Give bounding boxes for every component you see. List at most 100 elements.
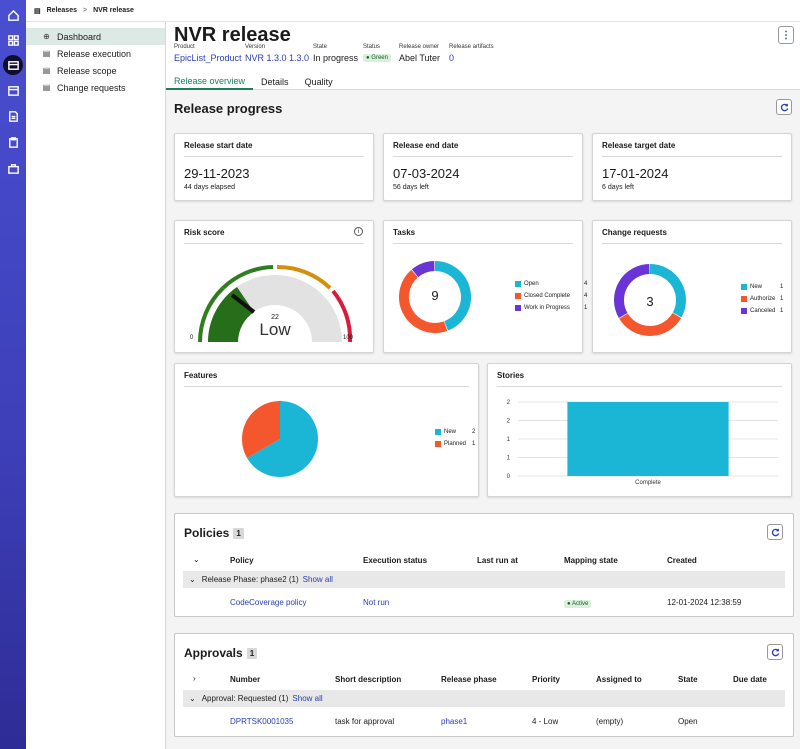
risk-score-card: Risk score i 22 Low 0 100 [174,220,374,353]
col-execution-status[interactable]: Execution status [363,556,428,565]
col-priority[interactable]: Priority [532,675,561,684]
policies-refresh-button[interactable] [767,524,783,540]
approvals-section: Approvals 1 › Number Short description Re… [174,633,794,737]
approval-phase-link[interactable]: phase1 [441,717,468,726]
releases-crumb-icon: ▤ [34,7,41,15]
col-created[interactable]: Created [667,556,697,565]
col-release-phase[interactable]: Release phase [441,675,497,684]
y-tick-label: 1 [507,456,511,462]
refresh-button[interactable] [776,99,792,115]
meta-label: State [313,44,328,50]
target-date-card: Release target date 17-01-2024 6 days le… [592,133,792,201]
legend-count: 1 [584,305,588,311]
legend-count: 4 [584,293,588,299]
features-legend: New 2 Planned 1 [435,426,475,450]
tab-quality[interactable]: Quality [304,77,333,87]
col-number[interactable]: Number [230,675,261,684]
y-tick-label: 0 [507,474,511,480]
legend-count: 4 [584,281,588,287]
expand-all-icon[interactable]: ⌄ [193,555,200,564]
legend-swatch [741,296,747,302]
sidenav-item-dashboard[interactable]: ⊕ Dashboard [26,28,165,45]
stories-card: Stories 0 1 1 2 2 Complete [487,363,792,497]
section-title: Approvals 1 [184,646,258,660]
card-title: Features [184,371,218,380]
more-actions-button[interactable]: ⋮ [778,26,794,44]
home-icon[interactable] [4,6,22,24]
info-icon[interactable]: i [354,227,363,236]
meta-value[interactable]: EpicList_Product [174,53,242,63]
legend-count: 1 [780,296,784,302]
new-slice[interactable] [649,264,686,318]
card-title: Release target date [602,141,676,150]
calendar-icon[interactable] [4,81,22,99]
planned-slice[interactable] [242,401,280,458]
sidenav-item-change-requests[interactable]: ▤ Change requests [26,79,165,96]
approval-number-link[interactable]: DPRTSK0001035 [230,717,294,726]
overview-content: Release progress Release start date 29-1… [166,91,800,749]
change-requests-card: Change requests 3 New 1 Authorize 1 Cancel… [592,220,792,353]
legend-swatch [741,284,747,290]
y-tick-label: 2 [507,400,511,406]
approvals-title: Approvals [184,646,243,660]
canceled-slice[interactable] [614,264,650,318]
policy-exec-status[interactable]: Not run [363,598,390,607]
page-title: NVR release [174,24,291,46]
col-assigned-to[interactable]: Assigned to [596,675,642,684]
sidenav-item-release-execution[interactable]: ▤ Release execution [26,45,165,62]
tab-release-overview[interactable]: Release overview [166,74,254,90]
tab-details[interactable]: Details [261,77,289,87]
open-slice[interactable] [434,261,471,331]
clipboard-icon[interactable] [4,133,22,151]
collapse-icon[interactable]: ⌄ [189,694,196,703]
releases-icon[interactable] [3,55,23,75]
col-mapping-state[interactable]: Mapping state [564,556,618,565]
col-state[interactable]: State [678,675,698,684]
document-icon[interactable] [4,107,22,125]
show-all-link[interactable]: Show all [302,575,333,584]
expand-all-icon[interactable]: › [193,674,196,683]
meta-value[interactable]: NVR 1.3.0 1.3.0 [245,53,310,63]
meta-state: State In progress [313,44,358,63]
legend-label: New [750,284,763,290]
briefcase-icon[interactable] [4,159,22,177]
meta-label: Status [363,44,381,50]
meta-value: Abel Tuter [399,53,441,63]
new-slice[interactable] [247,401,318,477]
grid-icon[interactable] [4,31,22,49]
legend-swatch [515,281,521,287]
legend-label: New [444,429,457,435]
closed-complete-slice[interactable] [399,269,448,333]
gauge-min: 0 [190,335,194,341]
start-date-value: 29-11-2023 [184,166,250,181]
breadcrumb-root[interactable]: Releases [46,7,77,14]
col-due-date[interactable]: Due date [733,675,767,684]
meta-value[interactable]: 0 [449,53,455,63]
approval-group-row[interactable]: ⌄ Approval: Requested (1) Show all [183,690,785,707]
bar-complete[interactable] [567,402,729,476]
authorize-slice[interactable] [619,312,682,336]
policy-group-row[interactable]: ⌄ Release Phase: phase2 (1) Show all [183,571,785,588]
work-in-progress-slice[interactable] [411,261,435,278]
card-title: Release start date [184,141,253,150]
end-date-sub: 56 days left [393,184,429,191]
section-title: Release progress [174,101,283,116]
end-date-card: Release end date 07-03-2024 56 days left [383,133,583,201]
show-all-link[interactable]: Show all [292,694,323,703]
col-last-run[interactable]: Last run at [477,556,518,565]
start-date-card: Release start date 29-11-2023 44 days el… [174,133,374,201]
approval-description: task for approval [335,717,395,726]
col-short-description[interactable]: Short description [335,675,402,684]
legend-label: Work in Progress [524,305,570,311]
policies-title: Policies [184,526,230,540]
sidenav-item-release-scope[interactable]: ▤ Release scope [26,62,165,79]
dashboard-icon: ⊕ [43,32,50,41]
approvals-refresh-button[interactable] [767,644,783,660]
col-policy[interactable]: Policy [230,556,254,565]
collapse-icon[interactable]: ⌄ [189,575,196,584]
mapping-state-badge: ● Active [564,598,592,608]
legend-swatch [515,305,521,311]
breadcrumb: ▤ Releases > NVR release [26,0,800,22]
policy-name-link[interactable]: CodeCoverage policy [230,598,307,607]
legend-swatch [435,441,441,447]
